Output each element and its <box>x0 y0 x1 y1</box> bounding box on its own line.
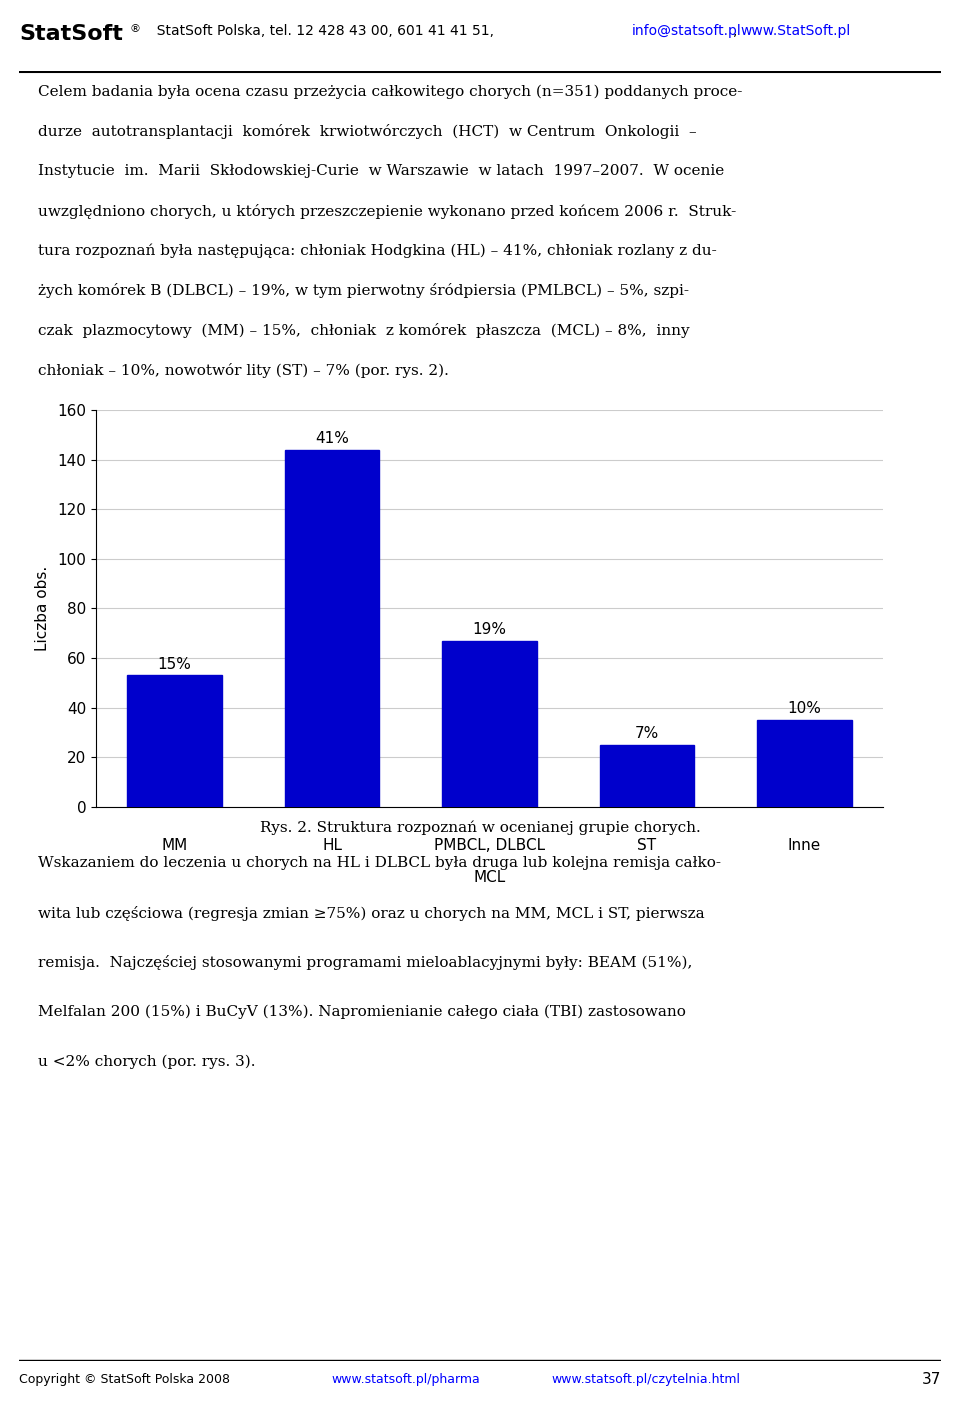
Text: 19%: 19% <box>472 623 507 637</box>
Text: Inne: Inne <box>788 838 821 853</box>
Text: HL: HL <box>323 838 342 853</box>
Text: PMBCL, DLBCL: PMBCL, DLBCL <box>434 838 545 853</box>
Text: 37: 37 <box>922 1373 941 1387</box>
Bar <box>285 450 379 807</box>
Text: ®: ® <box>130 24 141 34</box>
Text: MCL: MCL <box>473 870 506 884</box>
Text: Melfalan 200 (15%) i BuCyV (13%). Napromienianie całego ciała (TBI) zastosowano: Melfalan 200 (15%) i BuCyV (13%). Naprom… <box>38 1005 686 1019</box>
Text: chłoniak – 10%, nowotwór lity (ST) – 7% (por. rys. 2).: chłoniak – 10%, nowotwór lity (ST) – 7% … <box>38 362 449 378</box>
Bar <box>128 675 222 807</box>
Text: ST: ST <box>637 838 657 853</box>
Text: 41%: 41% <box>315 432 349 446</box>
Text: StatSoft: StatSoft <box>19 24 123 44</box>
Text: ,: , <box>733 24 742 38</box>
Text: czak  plazmocytowy  (MM) – 15%,  chłoniak  z komórek  płaszcza  (MCL) – 8%,  inn: czak plazmocytowy (MM) – 15%, chłoniak z… <box>38 323 690 338</box>
Text: Rys. 2. Struktura rozpoznań w ocenianej grupie chorych.: Rys. 2. Struktura rozpoznań w ocenianej … <box>259 821 701 835</box>
Text: Copyright © StatSoft Polska 2008: Copyright © StatSoft Polska 2008 <box>19 1373 230 1387</box>
Text: durze  autotransplantacji  komórek  krwiotwórczych  (HCT)  w Centrum  Onkologii : durze autotransplantacji komórek krwiotw… <box>38 125 697 139</box>
Bar <box>600 744 694 807</box>
Text: Wskazaniem do leczenia u chorych na HL i DLBCL była druga lub kolejna remisja ca: Wskazaniem do leczenia u chorych na HL i… <box>38 856 721 870</box>
Text: www.StatSoft.pl: www.StatSoft.pl <box>741 24 852 38</box>
Text: MM: MM <box>161 838 188 853</box>
Text: remisja.  Najczęściej stosowanymi programami mieloablacyjnymi były: BEAM (51%),: remisja. Najczęściej stosowanymi program… <box>38 955 693 971</box>
Text: u <2% chorych (por. rys. 3).: u <2% chorych (por. rys. 3). <box>38 1054 256 1068</box>
Text: tura rozpoznań była następująca: chłoniak Hodgkina (HL) – 41%, chłoniak rozlany : tura rozpoznań była następująca: chłonia… <box>38 243 717 258</box>
Text: Celem badania była ocena czasu przeżycia całkowitego chorych (n=351) poddanych p: Celem badania była ocena czasu przeżycia… <box>38 85 743 99</box>
Bar <box>757 720 852 807</box>
Text: 7%: 7% <box>635 726 660 741</box>
Text: www.statsoft.pl/czytelnia.html: www.statsoft.pl/czytelnia.html <box>551 1373 740 1387</box>
Text: wita lub częściowa (regresja zmian ≥75%) oraz u chorych na MM, MCL i ST, pierwsz: wita lub częściowa (regresja zmian ≥75%)… <box>38 906 705 921</box>
Text: 15%: 15% <box>157 657 192 672</box>
Text: Instytucie  im.  Marii  Skłodowskiej-Curie  w Warszawie  w latach  1997–2007.  W: Instytucie im. Marii Skłodowskiej-Curie … <box>38 164 725 178</box>
Text: żych komórek B (DLBCL) – 19%, w tym pierwotny śródpiersia (PMLBCL) – 5%, szpi-: żych komórek B (DLBCL) – 19%, w tym pier… <box>38 283 689 299</box>
Text: 10%: 10% <box>787 702 822 716</box>
Text: www.statsoft.pl/pharma: www.statsoft.pl/pharma <box>332 1373 481 1387</box>
Text: info@statsoft.pl: info@statsoft.pl <box>632 24 742 38</box>
Y-axis label: Liczba obs.: Liczba obs. <box>36 566 50 651</box>
Text: StatSoft Polska, tel. 12 428 43 00, 601 41 41 51,: StatSoft Polska, tel. 12 428 43 00, 601 … <box>148 24 498 38</box>
Bar <box>443 641 537 807</box>
Text: uwzględniono chorych, u których przeszczepienie wykonano przed końcem 2006 r.  S: uwzględniono chorych, u których przeszcz… <box>38 204 736 218</box>
